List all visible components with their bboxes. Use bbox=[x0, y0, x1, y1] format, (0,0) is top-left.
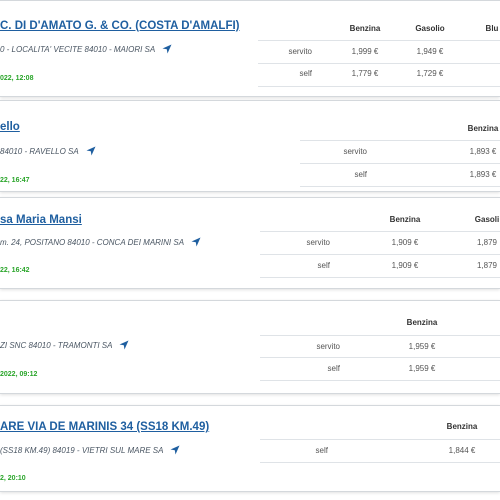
station-address: 0 - LOCALITA' VECITE 84010 - MAIORI SA bbox=[0, 44, 172, 54]
service-label: servito bbox=[288, 47, 312, 56]
station-card: sa Maria Mansi m. 24, POSITANO 84010 - CO… bbox=[0, 197, 500, 289]
update-time: 22, 16:42 bbox=[0, 267, 30, 274]
update-time: 2, 20:10 bbox=[0, 475, 26, 482]
fuel-header: Gasoli bbox=[474, 215, 500, 224]
station-title[interactable]: C. DI D'AMATO G. & CO. (COSTA D'AMALFI) bbox=[0, 20, 240, 32]
price-cell: 1,879 bbox=[476, 238, 498, 247]
update-time: 2022, 09:12 bbox=[0, 371, 38, 378]
station-title[interactable]: ARE VIA DE MARINIS 34 (SS18 KM.49) bbox=[0, 421, 210, 433]
price-cell: 1,729 € bbox=[416, 69, 444, 78]
nav-icon[interactable] bbox=[119, 340, 129, 350]
address-text: ZI SNC 84010 - TRAMONTI SA bbox=[0, 340, 113, 350]
station-title[interactable]: ello bbox=[0, 121, 20, 133]
price-cell: 1,959 € bbox=[408, 364, 436, 373]
address-text: m. 24, POSITANO 84010 - CONCA DEI MARINI… bbox=[0, 237, 185, 247]
station-card: ello 84010 - RAVELLO SA 22, 16:47 Benzina se… bbox=[0, 100, 500, 192]
table-rule bbox=[260, 357, 500, 358]
station-card: ARE VIA DE MARINIS 34 (SS18 KM.49) (SS18 … bbox=[0, 405, 500, 492]
price-cell: 1,959 € bbox=[408, 342, 436, 351]
price-cell: 1,844 € bbox=[448, 446, 476, 455]
service-label: self bbox=[317, 261, 330, 270]
table-rule bbox=[260, 380, 500, 381]
nav-icon[interactable] bbox=[170, 445, 180, 455]
nav-icon[interactable] bbox=[162, 44, 172, 54]
station-address: m. 24, POSITANO 84010 - CONCA DEI MARINI… bbox=[0, 237, 201, 247]
price-cell: 1,909 € bbox=[391, 261, 419, 270]
address-text: 0 - LOCALITA' VECITE 84010 - MAIORI SA bbox=[0, 44, 156, 54]
station-card: ZI SNC 84010 - TRAMONTI SA 2022, 09:12 Ben… bbox=[0, 300, 500, 394]
price-cell: 1,949 € bbox=[416, 47, 444, 56]
fuel-header: Benzina bbox=[389, 215, 421, 224]
station-address: (SS18 KM.49) 84019 - VIETRI SUL MARE SA bbox=[0, 445, 180, 455]
nav-icon[interactable] bbox=[86, 146, 96, 156]
service-label: self bbox=[327, 364, 340, 373]
table-rule bbox=[260, 277, 500, 278]
service-label: self bbox=[315, 446, 328, 455]
station-address: ZI SNC 84010 - TRAMONTI SA bbox=[0, 340, 129, 350]
service-label: servito bbox=[316, 342, 340, 351]
table-rule bbox=[260, 439, 500, 440]
service-label: servito bbox=[306, 238, 330, 247]
table-rule bbox=[300, 186, 500, 187]
table-rule bbox=[258, 40, 500, 41]
table-rule bbox=[260, 254, 500, 255]
table-rule bbox=[258, 86, 500, 87]
price-cell: 1,999 € bbox=[351, 47, 379, 56]
address-text: (SS18 KM.49) 84019 - VIETRI SUL MARE SA bbox=[0, 445, 164, 455]
table-rule bbox=[258, 63, 500, 64]
table-rule bbox=[260, 462, 500, 463]
price-cell: 1,893 € bbox=[469, 147, 497, 156]
price-cell: 1,893 € bbox=[469, 170, 497, 179]
service-label: self bbox=[354, 170, 367, 179]
price-cell: 1,779 € bbox=[351, 69, 379, 78]
nav-icon[interactable] bbox=[191, 237, 201, 247]
table-rule bbox=[300, 163, 500, 164]
fuel-header: Benzina bbox=[467, 124, 499, 133]
table-rule bbox=[260, 335, 500, 336]
update-time: 022, 12:08 bbox=[0, 75, 34, 82]
service-label: self bbox=[299, 69, 312, 78]
price-cell: 1,909 € bbox=[391, 238, 419, 247]
service-label: servito bbox=[343, 147, 367, 156]
fuel-header: Benzina bbox=[406, 318, 438, 327]
fuel-header: Benzina bbox=[349, 24, 381, 33]
update-time: 22, 16:47 bbox=[0, 177, 30, 184]
fuel-header: Gasolio bbox=[415, 24, 445, 33]
price-cell: 1,879 bbox=[476, 261, 498, 270]
table-rule bbox=[260, 231, 500, 232]
table-rule bbox=[300, 140, 500, 141]
station-card: C. DI D'AMATO G. & CO. (COSTA D'AMALFI) 0… bbox=[0, 0, 500, 97]
fuel-header: Blu bbox=[485, 24, 499, 33]
fuel-header: Benzina bbox=[446, 422, 478, 431]
address-text: 84010 - RAVELLO SA bbox=[0, 146, 79, 156]
station-title[interactable]: sa Maria Mansi bbox=[0, 214, 82, 226]
station-address: 84010 - RAVELLO SA bbox=[0, 146, 96, 156]
